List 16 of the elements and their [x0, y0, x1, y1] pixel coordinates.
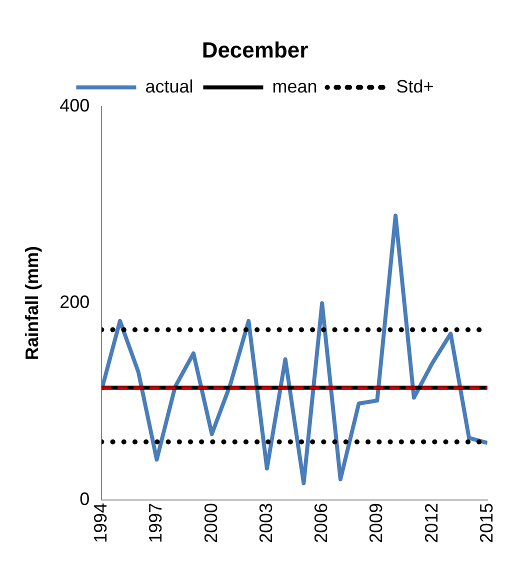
x-tick-label: 2000 [200, 502, 221, 544]
x-tick-label: 2015 [476, 502, 496, 544]
legend-label: Std+ [396, 76, 434, 96]
chart-title: December [202, 37, 309, 62]
y-tick-label: 400 [60, 95, 90, 116]
legend-label: mean [272, 76, 318, 96]
x-tick-label: 2006 [311, 502, 332, 544]
y-axis-title: Rainfall (mm) [22, 246, 42, 360]
legend-label: actual [145, 76, 194, 96]
x-tick-label: 1994 [90, 502, 111, 544]
x-tick-label: 2003 [256, 502, 276, 544]
y-tick-label: 0 [80, 488, 90, 509]
x-tick-label: 2009 [366, 502, 386, 544]
x-tick-label: 2012 [421, 502, 442, 544]
y-tick-label: 200 [60, 292, 90, 312]
x-tick-label: 1997 [146, 502, 166, 544]
